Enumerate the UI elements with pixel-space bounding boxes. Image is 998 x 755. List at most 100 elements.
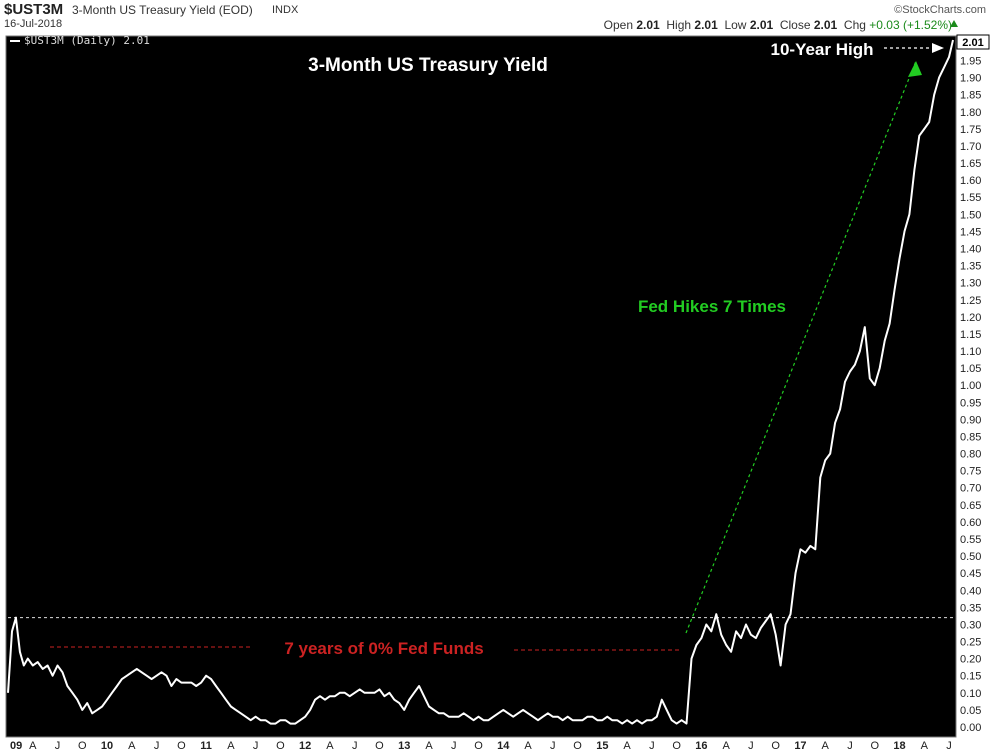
x-tick-label: 14 <box>497 740 510 752</box>
x-tick-label: J <box>847 740 853 752</box>
x-tick-label: J <box>451 740 457 752</box>
symbol-description: 3-Month US Treasury Yield (EOD) <box>72 3 253 17</box>
hike-trend-arrow <box>685 60 917 634</box>
x-tick-label: O <box>672 740 681 752</box>
x-tick-label: 15 <box>596 740 608 752</box>
high-arrowhead-icon <box>932 43 944 53</box>
y-tick-label: 0.55 <box>960 534 981 546</box>
y-tick-label: 1.85 <box>960 90 981 102</box>
y-tick-label: 0.65 <box>960 500 981 512</box>
low-value: 2.01 <box>749 18 774 32</box>
y-tick-label: 0.80 <box>960 449 981 461</box>
y-tick-label: 1.65 <box>960 158 981 170</box>
x-axis: 09 A J O 10 A J O 11 A J O 12 A J O 13 A J O 14 A J O 15 A J O 16 A J O… <box>10 740 952 752</box>
x-tick-label: A <box>921 740 929 752</box>
series-legend: $UST3M (Daily) 2.01 <box>10 34 150 47</box>
current-value-label: 2.01 <box>962 37 983 49</box>
high-annotation: 10-Year High <box>771 40 874 59</box>
brand-watermark: ©StockCharts.com <box>894 4 986 16</box>
close-value: 2.01 <box>813 18 838 32</box>
y-tick-label: 0.00 <box>960 722 981 734</box>
x-tick-label: A <box>524 740 532 752</box>
x-tick-label: 10 <box>101 740 113 752</box>
x-tick-label: O <box>474 740 483 752</box>
x-tick-label: 17 <box>794 740 806 752</box>
y-tick-label: 1.50 <box>960 209 981 221</box>
x-tick-label: 13 <box>398 740 410 752</box>
x-tick-label: O <box>375 740 384 752</box>
chart-date: 16-Jul-2018 <box>4 18 63 30</box>
low-label: Low <box>724 18 747 32</box>
x-tick-label: O <box>177 740 186 752</box>
x-tick-label: J <box>253 740 259 752</box>
y-tick-label: 0.85 <box>960 431 981 443</box>
x-tick-label: 11 <box>200 740 212 752</box>
exchange: INDX <box>272 4 299 16</box>
y-tick-label: 1.80 <box>960 107 981 119</box>
zero-rate-annotation: 7 years of 0% Fed Funds <box>284 639 483 658</box>
y-tick-label: 0.75 <box>960 466 981 478</box>
y-tick-label: 1.05 <box>960 363 981 375</box>
y-tick-label: 0.35 <box>960 602 981 614</box>
x-tick-label: J <box>154 740 160 752</box>
current-value-badge <box>956 34 990 50</box>
x-tick-label: A <box>128 740 136 752</box>
x-tick-label: A <box>822 740 830 752</box>
y-tick-label: 0.05 <box>960 705 981 717</box>
x-tick-label: A <box>722 740 730 752</box>
y-axis: 1.95 1.90 1.85 1.80 1.75 1.70 1.65 1.60 1.55 1.50… <box>960 56 981 734</box>
chg-value: +0.03 (+1.52%) <box>869 18 952 32</box>
y-tick-label: 1.60 <box>960 175 981 187</box>
x-tick-label: O <box>78 740 87 752</box>
x-tick-label: A <box>326 740 334 752</box>
y-tick-label: 1.00 <box>960 380 981 392</box>
y-tick-label: 0.10 <box>960 688 981 700</box>
y-tick-label: 0.30 <box>960 619 981 631</box>
chg-label: Chg <box>843 18 866 32</box>
y-tick-label: 1.70 <box>960 141 981 153</box>
x-tick-label: 09 <box>10 740 22 752</box>
y-tick-label: 1.40 <box>960 243 981 255</box>
high-value: 2.01 <box>694 18 718 32</box>
hike-annotation: Fed Hikes 7 Times <box>638 297 786 316</box>
y-tick-label: 0.70 <box>960 483 981 495</box>
high-label: High <box>666 18 692 32</box>
y-tick-label: 1.15 <box>960 329 981 341</box>
open-value: 2.01 <box>636 18 660 32</box>
x-tick-label: 12 <box>299 740 311 752</box>
legend-swatch <box>10 40 20 42</box>
x-tick-label: O <box>771 740 780 752</box>
x-tick-label: A <box>227 740 235 752</box>
x-tick-label: O <box>870 740 879 752</box>
y-tick-label: 0.15 <box>960 671 981 683</box>
x-tick-label: J <box>352 740 358 752</box>
hike-arrowhead-icon <box>908 61 922 77</box>
y-tick-label: 1.30 <box>960 278 981 290</box>
price-chart: 1.95 1.90 1.85 1.80 1.75 1.70 1.65 1.60 1.55 1.50… <box>0 33 998 755</box>
up-triangle-icon <box>950 20 958 27</box>
price-series <box>7 39 954 725</box>
y-tick-label: 1.45 <box>960 226 981 238</box>
close-label: Close <box>779 18 811 32</box>
x-tick-label: J <box>946 740 952 752</box>
y-tick-label: 1.90 <box>960 73 981 85</box>
yield-line <box>7 39 954 725</box>
chart-title: 3-Month US Treasury Yield <box>308 55 548 76</box>
y-tick-label: 0.50 <box>960 551 981 563</box>
x-tick-label: O <box>573 740 582 752</box>
x-tick-label: J <box>55 740 61 752</box>
y-tick-label: 1.25 <box>960 295 981 307</box>
x-tick-label: A <box>425 740 433 752</box>
legend-label: $UST3M (Daily) 2.01 <box>24 34 150 47</box>
open-label: Open <box>603 18 634 32</box>
y-tick-label: 1.10 <box>960 346 981 358</box>
plot-area <box>5 35 957 738</box>
x-tick-label: A <box>623 740 631 752</box>
x-tick-label: O <box>276 740 285 752</box>
x-tick-label: J <box>748 740 754 752</box>
y-tick-label: 0.95 <box>960 397 981 409</box>
symbol: $UST3M <box>4 1 64 18</box>
chart-header: $UST3M 3-Month US Treasury Yield (EOD) I… <box>0 0 998 33</box>
y-tick-label: 0.40 <box>960 585 981 597</box>
x-tick-label: A <box>29 740 37 752</box>
